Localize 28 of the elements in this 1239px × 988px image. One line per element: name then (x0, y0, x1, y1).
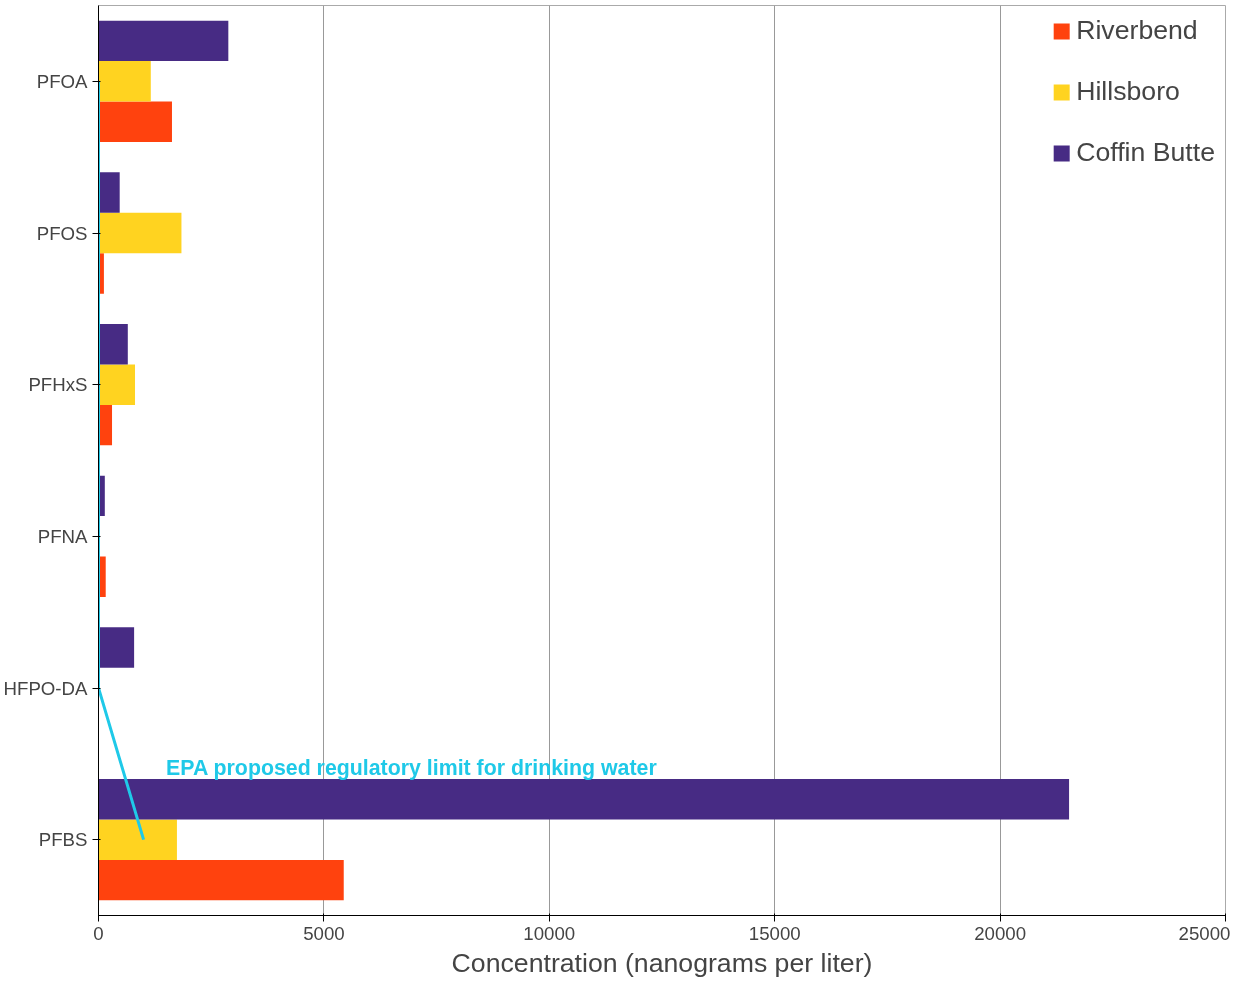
bar (98, 364, 136, 405)
legend-label: Hillsboro (1076, 76, 1180, 107)
y-tick-label: HFPO-DA (3, 677, 89, 699)
bar (98, 324, 128, 365)
y-tick-label: PFHxS (28, 374, 88, 396)
legend-label: Coffin Butte (1076, 137, 1215, 168)
bar (98, 819, 177, 860)
legend-label: Riverbend (1076, 15, 1198, 46)
x-tick-label: 25000 (1178, 922, 1231, 944)
bar (98, 212, 182, 254)
bar (98, 20, 229, 62)
x-tick-label: 10000 (523, 922, 576, 944)
y-tick-label: PFNA (37, 525, 89, 547)
bar (98, 859, 344, 901)
bar (98, 101, 172, 142)
x-tick-label: 20000 (974, 922, 1027, 944)
x-tick-label: 5000 (303, 922, 345, 944)
x-tick-label: 15000 (748, 922, 801, 944)
x-axis-title: Concentration (nanograms per liter) (451, 947, 873, 978)
y-tick-label: PFOA (36, 70, 89, 92)
bar (98, 779, 1070, 820)
y-tick-label: PFBS (38, 829, 88, 851)
bar (98, 172, 120, 213)
annotation: EPA proposed regulatory limit for drinking water (166, 756, 657, 781)
y-tick-label: PFOS (36, 222, 88, 244)
x-tick-label: 0 (93, 922, 104, 944)
bar (98, 627, 135, 668)
bar (98, 61, 151, 102)
